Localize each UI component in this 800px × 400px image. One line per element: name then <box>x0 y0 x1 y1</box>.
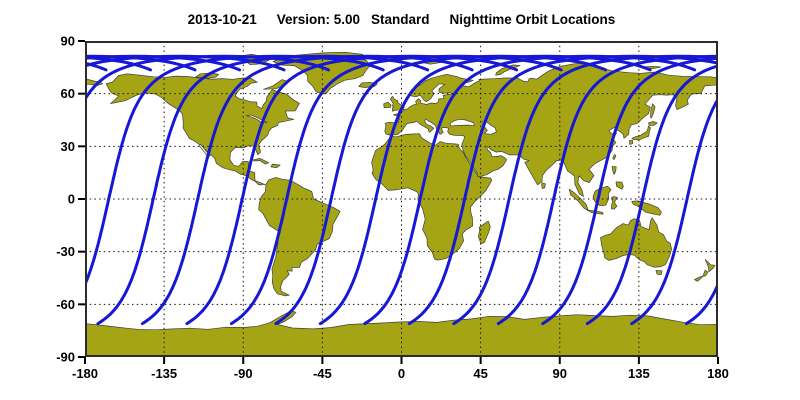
x-tick-label: 180 <box>707 366 729 381</box>
land-kyushu <box>629 139 634 145</box>
orbit-track <box>185 54 519 326</box>
x-tick-label: -45 <box>313 366 332 381</box>
x-tick-label: -135 <box>151 366 177 381</box>
land-antarctica <box>85 310 718 357</box>
land-sakhalin <box>650 103 656 119</box>
y-tick-label: 30 <box>61 139 75 154</box>
orbit-track <box>96 54 430 326</box>
land-new-zealand-north <box>704 259 716 273</box>
land-hokkaido <box>648 121 658 126</box>
land-madagascar <box>477 220 491 245</box>
orbit-track <box>318 54 652 326</box>
land-sulawesi <box>610 196 618 210</box>
orbit-track <box>541 56 718 326</box>
orbit-track <box>407 54 718 326</box>
orbit-track <box>85 54 385 289</box>
land-luzon <box>611 166 617 175</box>
x-tick-label: 90 <box>553 366 567 381</box>
chart-title: 2013-10-21 Version: 5.00 Standard Nightt… <box>85 12 718 27</box>
x-tick-label: 0 <box>398 366 405 381</box>
orbit-track <box>229 54 563 326</box>
land-africa <box>371 133 493 261</box>
plot-border <box>85 41 718 357</box>
land-australia <box>600 217 672 268</box>
orbit-track <box>496 54 718 326</box>
orbit-track <box>140 54 474 326</box>
y-tick-label: -90 <box>56 350 75 365</box>
land-taiwan <box>612 154 617 161</box>
land-ireland <box>383 101 392 109</box>
y-tick-label: -60 <box>56 297 75 312</box>
orbit-track <box>630 96 718 326</box>
orbit-track <box>585 64 718 326</box>
title-date: 2013-10-21 <box>187 12 257 27</box>
land-sri-lanka <box>541 182 546 189</box>
water-black-sea <box>449 118 475 127</box>
title-version: Version: 5.00 <box>276 12 361 27</box>
x-tick-label: -180 <box>72 366 98 381</box>
orbit-track <box>274 54 608 326</box>
land-honshu <box>631 125 651 141</box>
land-new-zealand-south <box>694 269 709 282</box>
x-tick-label: 135 <box>628 366 650 381</box>
y-tick-label: 90 <box>61 34 75 49</box>
orbit-track <box>363 54 697 326</box>
orbit-track <box>452 54 718 326</box>
land-eurasia <box>384 62 718 197</box>
land-cuba <box>252 158 270 165</box>
y-tick-label: 60 <box>61 86 75 101</box>
x-tick-label: -90 <box>234 366 253 381</box>
land-tasmania <box>655 270 663 276</box>
title-product: Standard <box>371 12 430 27</box>
orbit-track <box>85 54 330 103</box>
x-tick-label: 45 <box>473 366 487 381</box>
land-hispaniola <box>270 163 281 168</box>
y-tick-label: -30 <box>56 244 75 259</box>
world-map-plot: -180 -135 -90 -45 0 45 90 135 180 90 60 30 0 -30 -60 -9… <box>56 34 729 382</box>
title-subject: Nighttime Orbit Locations <box>449 12 616 27</box>
y-tick-label: 0 <box>68 192 75 207</box>
land-mindanao <box>615 181 624 190</box>
